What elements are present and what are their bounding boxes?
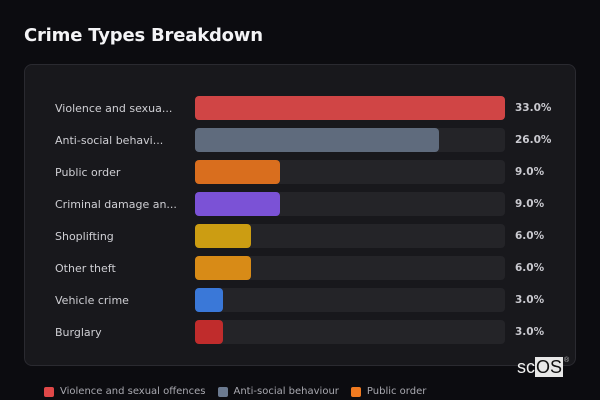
registered-mark-icon: ® — [564, 357, 570, 364]
bar-row: Other theft 6.0% — [25, 256, 575, 280]
bar-track — [195, 96, 505, 120]
legend-swatch-icon — [44, 386, 54, 397]
bar-fill[interactable] — [195, 288, 223, 312]
bar-fill[interactable] — [195, 256, 251, 280]
legend-label: Public order — [366, 386, 427, 397]
bar-value: 33.0% — [515, 102, 552, 114]
bar-track — [195, 160, 505, 184]
bar-row: Public order 9.0% — [25, 160, 575, 184]
bar-label: Shoplifting — [55, 229, 114, 243]
scos-logo: sc OS ® — [517, 357, 569, 377]
legend-item[interactable]: Violence and sexual offences — [44, 386, 206, 397]
bar-track — [195, 224, 505, 248]
bar-label: Vehicle crime — [55, 293, 129, 307]
bar-label: Anti-social behavi... — [55, 133, 164, 147]
bar-label: Other theft — [55, 261, 116, 275]
bar-value: 9.0% — [515, 166, 545, 178]
chart-title: Crime Types Breakdown — [24, 25, 263, 46]
legend-label: Anti-social behaviour — [233, 386, 339, 397]
bar-value: 6.0% — [515, 230, 545, 242]
bar-fill[interactable] — [195, 192, 280, 216]
bar-track — [195, 288, 505, 312]
bar-value: 26.0% — [515, 134, 552, 146]
legend-swatch-icon — [350, 386, 361, 397]
bar-track — [195, 128, 505, 152]
bar-label: Criminal damage an... — [55, 197, 177, 211]
bar-fill[interactable] — [195, 320, 223, 344]
bar-label: Public order — [55, 165, 121, 179]
bar-row: Vehicle crime 3.0% — [25, 288, 575, 312]
logo-os-text: OS — [535, 357, 564, 377]
legend-item[interactable]: Public order — [350, 386, 427, 397]
bar-row: Burglary 3.0% — [25, 320, 575, 344]
bar-track — [195, 320, 505, 344]
bar-row: Shoplifting 6.0% — [25, 224, 575, 248]
bar-track — [195, 192, 505, 216]
legend-swatch-icon — [217, 386, 228, 397]
bar-row: Criminal damage an... 9.0% — [25, 192, 575, 216]
bar-value: 3.0% — [515, 294, 545, 306]
bar-fill[interactable] — [195, 224, 251, 248]
legend-label: Violence and sexual offences — [60, 386, 206, 397]
bar-fill[interactable] — [195, 128, 439, 152]
bar-row: Anti-social behavi... 26.0% — [25, 128, 575, 152]
bar-label: Violence and sexua... — [55, 101, 173, 115]
bar-value: 9.0% — [515, 198, 545, 210]
bar-row: Violence and sexua... 33.0% — [25, 96, 575, 120]
bar-track — [195, 256, 505, 280]
bar-value: 3.0% — [515, 326, 545, 338]
bar-fill[interactable] — [195, 96, 505, 120]
bar-value: 6.0% — [515, 262, 545, 274]
logo-sc-text: sc — [517, 357, 535, 377]
chart-card: Violence and sexua... 33.0% Anti-social be… — [24, 64, 576, 366]
legend-item[interactable]: Anti-social behaviour — [217, 386, 339, 397]
bar-fill[interactable] — [195, 160, 280, 184]
bar-label: Burglary — [55, 325, 102, 339]
chart-legend: Violence and sexual offences Anti-social … — [44, 386, 426, 397]
